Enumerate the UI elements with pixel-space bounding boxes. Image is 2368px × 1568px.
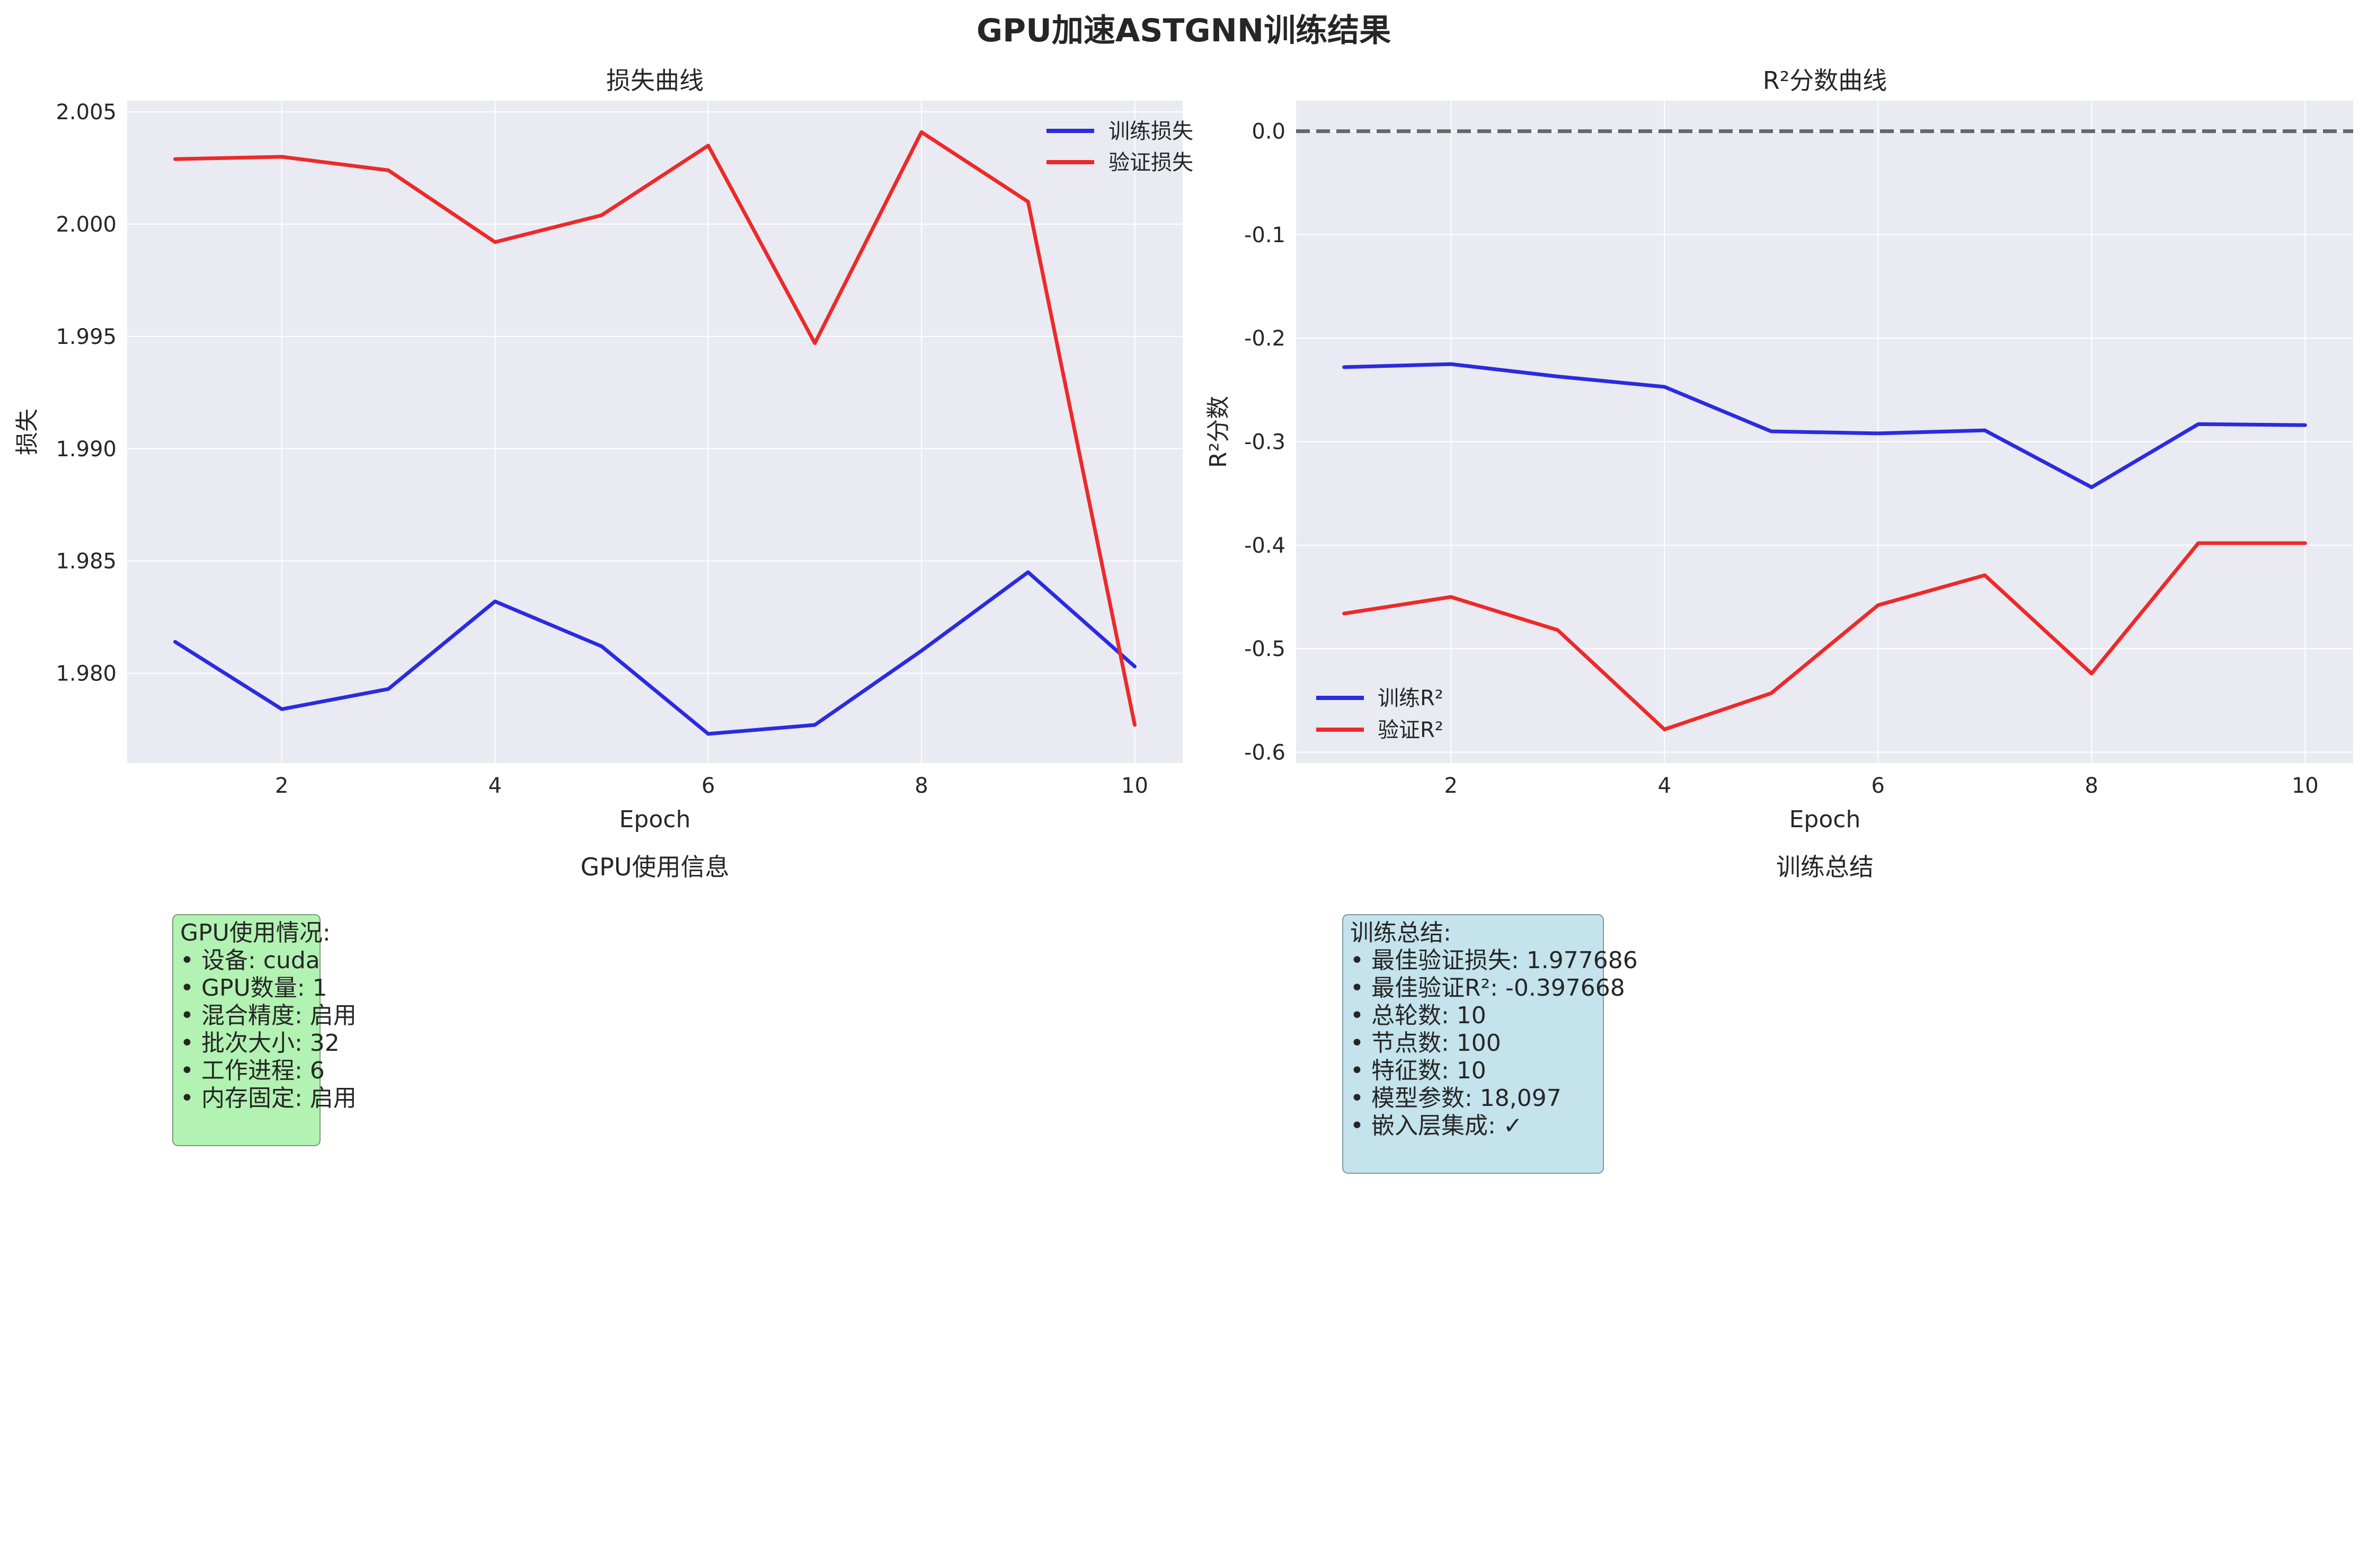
summary-line: • 最佳验证R²: -0.397668	[1350, 975, 1625, 1002]
r2-y-tick-label: -0.1	[1244, 223, 1285, 247]
loss-x-tick-label: 8	[915, 774, 928, 798]
loss-chart-title: 损失曲线	[606, 66, 704, 95]
loss-chart: 损失曲线 2 4 6 8 10 1.980 1.985 1.990 1.995 2.000 2.0…	[14, 66, 1193, 833]
loss-y-tick-label: 2.005	[56, 100, 117, 125]
r2-series-line-train	[1342, 362, 2307, 489]
r2-x-tick-label: 8	[2085, 774, 2098, 798]
gpu-info-box	[172, 914, 321, 1146]
loss-x-axis-label: Epoch	[619, 806, 691, 833]
gpu-panel-title: GPU使用信息	[580, 853, 729, 881]
r2-x-tick-label: 10	[2292, 774, 2319, 798]
r2-y-tick-label: -0.4	[1244, 534, 1285, 558]
loss-x-ticks: 2 4 6 8 10	[275, 774, 1148, 798]
gpu-info-line: • 混合精度: 启用	[180, 1002, 357, 1029]
figure-title: GPU加速ASTGNN训练结果	[977, 12, 1391, 49]
r2-y-tick-label: -0.2	[1244, 326, 1285, 351]
loss-legend: 训练损失 验证损失	[1046, 119, 1193, 175]
summary-line: • 最佳验证损失: 1.977686	[1350, 947, 1638, 974]
gpu-info-line: GPU使用情况:	[180, 919, 331, 946]
r2-legend: 训练R² 验证R²	[1316, 686, 1443, 742]
gpu-info-line: • 批次大小: 32	[180, 1030, 340, 1057]
loss-x-tick-label: 10	[1121, 774, 1148, 798]
loss-y-tick-label: 1.980	[56, 662, 117, 686]
r2-legend-train-label: 训练R²	[1378, 686, 1443, 711]
gpu-info-line: • 工作进程: 6	[180, 1057, 325, 1084]
summary-panel: 训练总结 训练总结:• 最佳验证损失: 1.977686• 最佳验证R²: -0…	[1342, 853, 1874, 1174]
loss-legend-val-label: 验证损失	[1108, 150, 1193, 175]
gpu-info-line: • 内存固定: 启用	[180, 1085, 357, 1112]
loss-y-tick-label: 2.000	[56, 212, 117, 237]
r2-lines	[1342, 362, 2307, 731]
r2-x-tick-label: 6	[1872, 774, 1885, 798]
r2-y-axis-label: R²分数	[1205, 396, 1232, 468]
loss-y-tick-label: 1.985	[56, 550, 117, 574]
r2-series-line-val	[1342, 541, 2307, 731]
r2-legend-val-label: 验证R²	[1378, 718, 1443, 742]
loss-y-tick-label: 1.995	[56, 325, 117, 349]
summary-line: • 节点数: 100	[1350, 1030, 1501, 1057]
r2-gridlines	[1296, 101, 2353, 763]
r2-chart: R²分数曲线 2 4 6 8 10 0.0 -0.1 -0.2 -0.3 -0.4 -0.5 -0.…	[1205, 66, 2353, 833]
r2-y-tick-label: -0.5	[1244, 637, 1285, 661]
summary-panel-title: 训练总结	[1776, 853, 1874, 881]
gpu-info-panel: GPU使用信息 GPU使用情况:• 设备: cuda• GPU数量: 1• 混合…	[172, 853, 730, 1146]
summary-lines: 训练总结:• 最佳验证损失: 1.977686• 最佳验证R²: -0.3976…	[1350, 919, 1638, 1139]
r2-x-axis-label: Epoch	[1789, 806, 1861, 833]
loss-gridlines	[127, 101, 1183, 763]
gpu-info-lines: GPU使用情况:• 设备: cuda• GPU数量: 1• 混合精度: 启用• …	[180, 919, 357, 1112]
loss-lines	[173, 130, 1137, 736]
r2-y-tick-label: 0.0	[1252, 120, 1285, 144]
r2-x-tick-label: 4	[1658, 774, 1671, 798]
loss-y-axis-label: 损失	[14, 409, 41, 455]
summary-line: • 模型参数: 18,097	[1350, 1085, 1562, 1112]
summary-line: • 嵌入层集成: ✓	[1350, 1112, 1523, 1139]
summary-box	[1342, 914, 1604, 1174]
summary-line: 训练总结:	[1350, 919, 1451, 946]
loss-x-tick-label: 4	[488, 774, 501, 798]
r2-y-tick-label: -0.3	[1244, 430, 1285, 455]
gpu-info-line: • 设备: cuda	[180, 947, 320, 974]
loss-x-tick-label: 6	[702, 774, 715, 798]
r2-chart-title: R²分数曲线	[1763, 66, 1887, 95]
r2-x-tick-label: 2	[1444, 774, 1457, 798]
gpu-info-line: • GPU数量: 1	[180, 975, 327, 1002]
loss-plot-area	[127, 101, 1183, 763]
summary-line: • 总轮数: 10	[1350, 1002, 1486, 1029]
loss-y-ticks: 1.980 1.985 1.990 1.995 2.000 2.005	[56, 100, 117, 686]
loss-y-tick-label: 1.990	[56, 437, 117, 462]
r2-x-ticks: 2 4 6 8 10	[1444, 774, 2318, 798]
loss-legend-train-label: 训练损失	[1108, 119, 1193, 144]
loss-series-line-val	[173, 130, 1137, 727]
r2-y-tick-label: -0.6	[1244, 740, 1285, 765]
loss-series-line-train	[173, 570, 1137, 736]
r2-y-ticks: 0.0 -0.1 -0.2 -0.3 -0.4 -0.5 -0.6	[1244, 120, 1285, 765]
loss-x-tick-label: 2	[275, 774, 288, 798]
summary-line: • 特征数: 10	[1350, 1057, 1486, 1084]
